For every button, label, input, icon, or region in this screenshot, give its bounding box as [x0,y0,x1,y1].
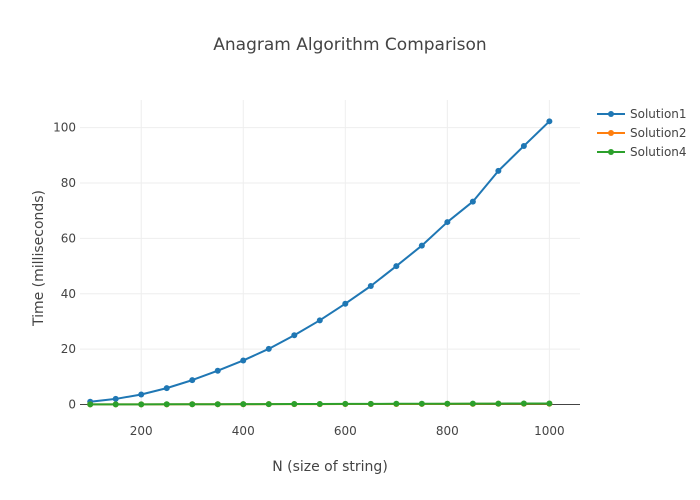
data-point[interactable] [546,400,553,407]
y-tick-label: 80 [61,176,76,190]
series-solution1 [87,118,553,405]
data-point[interactable] [495,167,502,174]
data-point[interactable] [469,198,476,205]
data-point[interactable] [214,401,221,408]
legend-label: Solution4 [630,145,687,159]
legend-marker [608,111,614,117]
x-tick-label: 400 [232,424,255,438]
data-point[interactable] [342,300,349,307]
data-point[interactable] [546,118,553,125]
legend-marker [608,130,614,136]
data-point[interactable] [393,400,400,407]
data-point[interactable] [112,395,119,402]
legend-label: Solution2 [630,126,687,140]
y-tick-label: 40 [61,287,76,301]
x-tick-label: 600 [334,424,357,438]
x-axis-ticks: 200 400 600 800 1000 [130,424,565,438]
series-solution4 [87,400,553,408]
data-point[interactable] [240,401,247,408]
data-point[interactable] [393,263,400,270]
data-point[interactable] [214,367,221,374]
data-point[interactable] [138,401,145,408]
legend-label: Solution1 [630,107,687,121]
data-point[interactable] [240,357,247,364]
x-tick-label: 200 [130,424,153,438]
data-point[interactable] [189,401,196,408]
legend: Solution1 Solution2 Solution4 [597,107,687,159]
legend-item-solution2[interactable]: Solution2 [597,126,687,140]
data-point[interactable] [316,400,323,407]
data-point[interactable] [265,401,272,408]
data-point[interactable] [163,401,170,408]
y-tick-label: 0 [68,397,76,411]
data-point[interactable] [291,401,298,408]
x-tick-label: 1000 [534,424,565,438]
data-point[interactable] [444,219,451,226]
data-point[interactable] [342,400,349,407]
data-point[interactable] [418,400,425,407]
data-point[interactable] [163,385,170,392]
data-point[interactable] [367,400,374,407]
data-point[interactable] [112,401,119,408]
data-point[interactable] [418,242,425,249]
series-line [90,120,551,403]
data-point[interactable] [87,401,94,408]
data-point[interactable] [138,391,145,398]
legend-item-solution4[interactable]: Solution4 [597,145,687,159]
y-tick-label: 100 [53,121,76,135]
x-tick-label: 800 [436,424,459,438]
chart-title: Anagram Algorithm Comparison [213,35,486,55]
x-axis-title: N (size of string) [272,459,388,475]
data-point[interactable] [520,400,527,407]
y-axis-title: Time (milliseconds) [31,190,47,327]
data-point[interactable] [495,400,502,407]
data-point[interactable] [291,332,298,339]
data-point[interactable] [316,317,323,324]
legend-item-solution1[interactable]: Solution1 [597,107,687,121]
y-axis-ticks: 0 20 40 60 80 100 [53,121,76,412]
data-point[interactable] [469,400,476,407]
grid [80,100,580,410]
y-tick-label: 60 [61,231,76,245]
data-point[interactable] [265,345,272,352]
data-point[interactable] [520,142,527,149]
data-point[interactable] [189,377,196,384]
y-tick-label: 20 [61,342,76,356]
legend-marker [608,149,614,155]
series-layer [87,118,553,408]
data-point[interactable] [444,400,451,407]
data-point[interactable] [367,283,374,289]
